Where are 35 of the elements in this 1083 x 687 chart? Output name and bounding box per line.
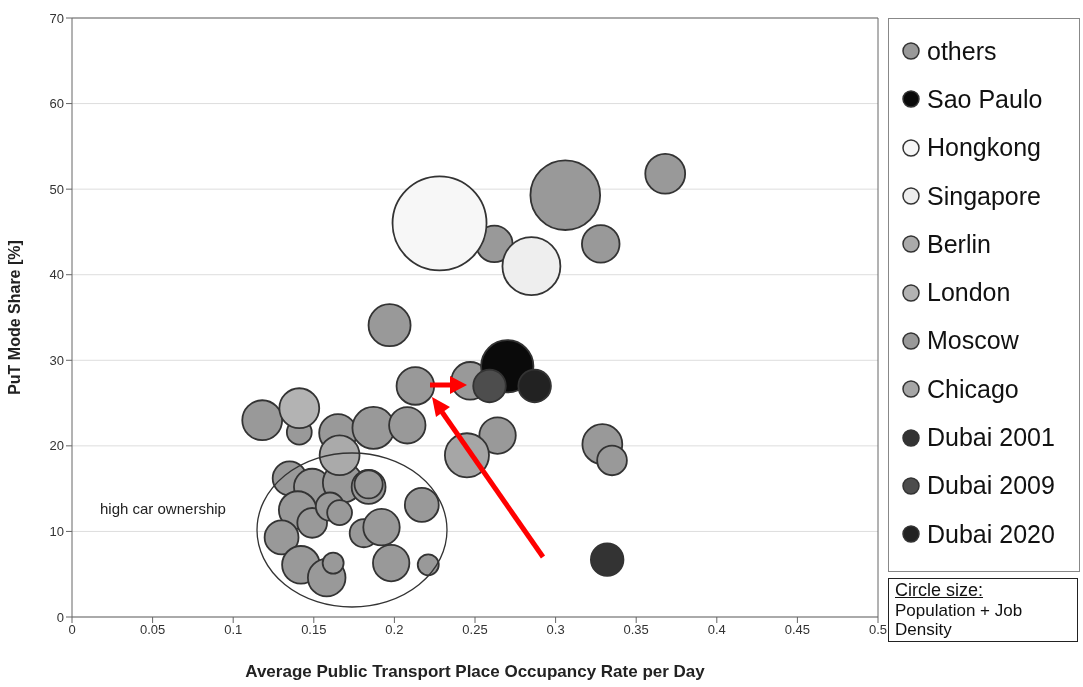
y-axis-title: PuT Mode Share [%] xyxy=(5,240,23,395)
legend-label: others xyxy=(927,36,997,66)
y-tick-label: 20 xyxy=(49,438,64,454)
x-tick-label: 0.45 xyxy=(784,622,811,638)
y-tick-label: 10 xyxy=(49,524,64,540)
y-tick-label: 30 xyxy=(49,352,64,368)
y-tick-label: 70 xyxy=(49,10,64,26)
y-tick-label: 40 xyxy=(49,267,64,283)
text: Circle size: xyxy=(895,580,984,601)
legend-label: Dubai 2001 xyxy=(927,423,1055,453)
legend-label: Hongkong xyxy=(927,133,1041,163)
x-tick-label: 0.4 xyxy=(707,622,726,638)
legend-label: Moscow xyxy=(927,326,1019,356)
legend-label: Sao Paulo xyxy=(927,84,1043,114)
legend-label: Singapore xyxy=(927,181,1041,211)
x-tick-label: 0.5 xyxy=(868,622,888,638)
x-tick-label: 0.1 xyxy=(224,622,243,638)
x-tick-label: 0.25 xyxy=(462,622,488,638)
x-tick-label: 0.3 xyxy=(546,622,565,638)
x-tick-label: 0.35 xyxy=(623,622,649,638)
x-tick-label: 0 xyxy=(68,622,76,638)
legend-label: Dubai 2020 xyxy=(927,519,1055,549)
annotation: high car ownership xyxy=(100,500,226,517)
x-tick-label: 0.2 xyxy=(385,622,404,638)
text: Population + Job Density xyxy=(895,601,1024,639)
y-tick-label: 0 xyxy=(56,609,64,625)
legend-label: London xyxy=(927,278,1011,308)
legend-label: Dubai 2009 xyxy=(927,471,1055,501)
x-tick-label: 0.05 xyxy=(139,622,166,638)
y-tick-label: 50 xyxy=(49,181,64,197)
x-tick-label: 0.15 xyxy=(301,622,327,638)
y-tick-label: 60 xyxy=(49,96,64,112)
legend-label: Chicago xyxy=(927,374,1019,404)
legend-label: Berlin xyxy=(927,229,991,259)
x-axis-title: Average Public Transport Place Occupancy Rate per Day xyxy=(245,662,706,681)
